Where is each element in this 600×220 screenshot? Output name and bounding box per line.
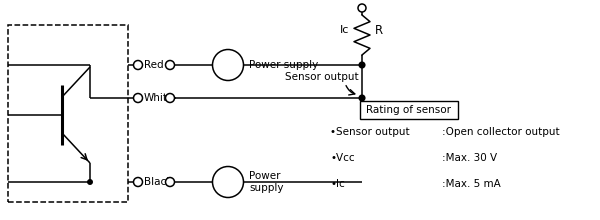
FancyBboxPatch shape <box>360 101 458 119</box>
Circle shape <box>133 61 143 70</box>
Circle shape <box>359 95 365 101</box>
Circle shape <box>212 167 244 198</box>
Text: •Vcc: •Vcc <box>330 153 355 163</box>
Text: White: White <box>144 93 175 103</box>
Circle shape <box>212 50 244 81</box>
Circle shape <box>358 4 366 12</box>
Text: −: − <box>221 174 235 189</box>
Text: R: R <box>375 24 383 37</box>
Circle shape <box>133 178 143 187</box>
Text: Power supply: Power supply <box>250 60 319 70</box>
Circle shape <box>166 178 175 187</box>
Circle shape <box>133 94 143 103</box>
Text: Black: Black <box>144 177 172 187</box>
Text: :Open collector output: :Open collector output <box>442 127 560 137</box>
Text: •Ic: •Ic <box>330 179 345 189</box>
Circle shape <box>166 94 175 103</box>
Circle shape <box>166 61 175 70</box>
Text: •Sensor output: •Sensor output <box>330 127 410 137</box>
Text: :Max. 30 V: :Max. 30 V <box>442 153 497 163</box>
Text: Rating of sensor: Rating of sensor <box>367 105 452 115</box>
Text: Sensor output: Sensor output <box>285 72 359 82</box>
Text: Ic: Ic <box>340 25 349 35</box>
Circle shape <box>88 180 92 184</box>
Text: +: + <box>222 58 234 72</box>
FancyBboxPatch shape <box>8 25 128 202</box>
Text: Power
supply: Power supply <box>250 171 284 193</box>
Text: :Max. 5 mA: :Max. 5 mA <box>442 179 501 189</box>
Text: Red: Red <box>144 60 164 70</box>
Text: Vcc: Vcc <box>350 0 374 2</box>
Circle shape <box>359 62 365 68</box>
